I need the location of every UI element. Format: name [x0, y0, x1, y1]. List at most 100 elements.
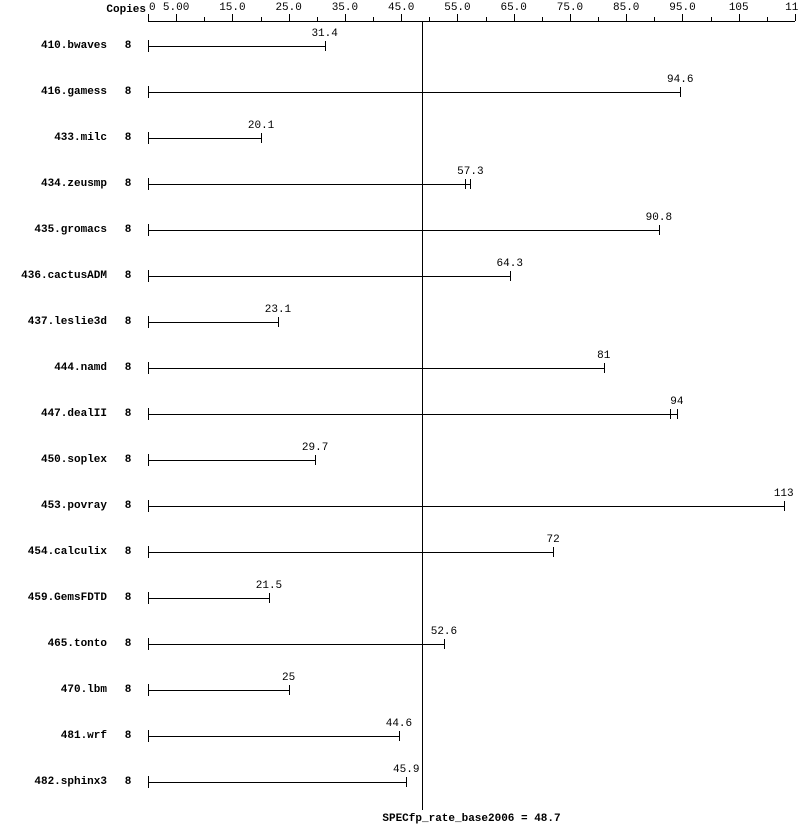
x-tick-label: 35.0: [332, 2, 358, 14]
benchmark-label: 435.gromacs: [0, 224, 107, 236]
bar-extra-tick: [670, 409, 671, 419]
bar-end-tick: [677, 409, 678, 419]
benchmark-row: 434.zeusmp 8 57.3: [0, 161, 799, 207]
bar-line: [148, 644, 444, 645]
bar-line: [148, 230, 659, 231]
bar-line: [148, 506, 784, 507]
bar-end-tick: [784, 501, 785, 511]
x-tick-mark: [345, 14, 346, 21]
value-label: 57.3: [457, 166, 483, 178]
x-tick-mark: [682, 14, 683, 21]
benchmark-row: 435.gromacs890.8: [0, 207, 799, 253]
benchmark-label: 482.sphinx3: [0, 776, 107, 788]
copies-value: 8: [118, 362, 138, 374]
benchmark-label: 453.povray: [0, 500, 107, 512]
x-tick-mark: [289, 14, 290, 21]
benchmark-label: 447.dealII: [0, 408, 107, 420]
benchmark-label: 450.soplex: [0, 454, 107, 466]
benchmark-row: 410.bwaves831.4: [0, 23, 799, 69]
x-minor-tick-mark: [767, 17, 768, 21]
copies-value: 8: [118, 408, 138, 420]
x-minor-tick-mark: [204, 17, 205, 21]
bar-end-tick: [510, 271, 511, 281]
copies-value: 8: [118, 40, 138, 52]
bar-end-tick: [315, 455, 316, 465]
x-tick-label: 95.0: [669, 2, 695, 14]
benchmark-label: 434.zeusmp: [0, 178, 107, 190]
x-minor-tick-mark: [542, 17, 543, 21]
benchmark-label: 454.calculix: [0, 546, 107, 558]
x-minor-tick-mark: [429, 17, 430, 21]
bar-line: [148, 736, 399, 737]
benchmark-row: 416.gamess 8 94.6: [0, 69, 799, 115]
bar-end-tick: [289, 685, 290, 695]
bar-end-tick: [269, 593, 270, 603]
spec-rate-chart: Copies05.0015.025.035.045.055.065.075.08…: [0, 0, 799, 831]
benchmark-row: 450.soplex829.7: [0, 437, 799, 483]
copies-value: 8: [118, 86, 138, 98]
bar-end-tick: [470, 179, 471, 189]
value-label: 21.5: [256, 580, 282, 592]
benchmark-row: 444.namd881: [0, 345, 799, 391]
bar-line: [148, 184, 470, 185]
value-label: 72: [546, 534, 559, 546]
bar-extra-tick: [465, 179, 466, 189]
x-tick-mark: [514, 14, 515, 21]
benchmark-label: 470.lbm: [0, 684, 107, 696]
copies-value: 8: [118, 178, 138, 190]
x-tick-label: 5.00: [163, 2, 189, 14]
value-label: 25: [282, 672, 295, 684]
x-minor-tick-mark: [711, 17, 712, 21]
benchmark-row: 447.dealII 8 94: [0, 391, 799, 437]
copies-value: 8: [118, 316, 138, 328]
bar-end-tick: [604, 363, 605, 373]
x-tick-label: 75.0: [557, 2, 583, 14]
copies-value: 8: [118, 592, 138, 604]
x-minor-tick-mark: [373, 17, 374, 21]
value-label: 20.1: [248, 120, 274, 132]
bar-end-tick: [553, 547, 554, 557]
copies-value: 8: [118, 132, 138, 144]
bar-line: [148, 322, 278, 323]
bar-line: [148, 414, 677, 415]
value-label: 29.7: [302, 442, 328, 454]
bar-end-tick: [261, 133, 262, 143]
x-tick-label: 0: [149, 2, 156, 14]
x-tick-mark: [401, 14, 402, 21]
copies-header: Copies: [0, 4, 146, 16]
bar-line: [148, 782, 406, 783]
benchmark-row: 482.sphinx3 8 45.9: [0, 759, 799, 805]
copies-value: 8: [118, 730, 138, 742]
x-tick-label: 25.0: [275, 2, 301, 14]
bar-end-tick: [659, 225, 660, 235]
value-label: 52.6: [431, 626, 457, 638]
benchmark-label: 410.bwaves: [0, 40, 107, 52]
value-label: 44.6: [386, 718, 412, 730]
bar-line: [148, 598, 269, 599]
x-minor-tick-mark: [654, 17, 655, 21]
bar-line: [148, 138, 261, 139]
benchmark-label: 416.gamess: [0, 86, 107, 98]
benchmark-row: 437.leslie3d 8 23.1: [0, 299, 799, 345]
x-tick-mark: [626, 14, 627, 21]
value-label: 23.1: [265, 304, 291, 316]
x-tick-label: 85.0: [613, 2, 639, 14]
value-label: 81: [597, 350, 610, 362]
copies-value: 8: [118, 684, 138, 696]
bar-line: [148, 460, 315, 461]
value-label: 94: [670, 396, 683, 408]
copies-value: 8: [118, 500, 138, 512]
copies-value: 8: [118, 270, 138, 282]
bar-line: [148, 368, 604, 369]
benchmark-row: 433.milc820.1: [0, 115, 799, 161]
value-label: 113: [774, 488, 794, 500]
bar-end-tick: [406, 777, 407, 787]
value-label: 94.6: [667, 74, 693, 86]
value-label: 45.9: [393, 764, 419, 776]
benchmark-label: 436.cactusADM: [0, 270, 107, 282]
x-minor-tick-mark: [486, 17, 487, 21]
copies-value: 8: [118, 546, 138, 558]
benchmark-label: 437.leslie3d: [0, 316, 107, 328]
copies-value: 8: [118, 776, 138, 788]
x-tick-label: 115: [785, 2, 799, 14]
